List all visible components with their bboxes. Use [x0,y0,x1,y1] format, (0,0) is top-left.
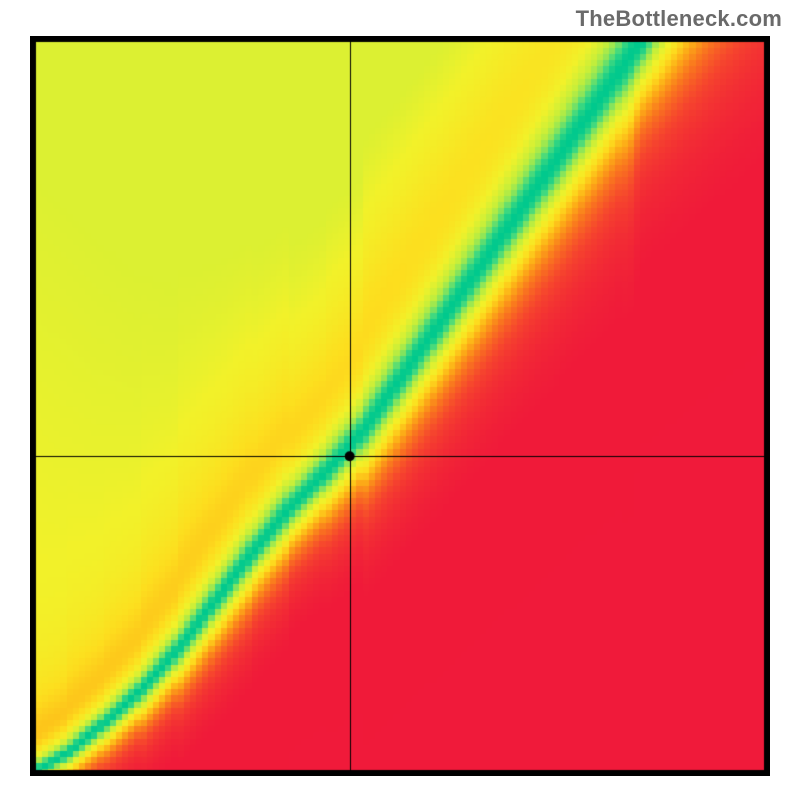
heatmap-canvas [30,36,770,776]
attribution-text: TheBottleneck.com [576,6,782,32]
bottleneck-heatmap [30,36,770,776]
